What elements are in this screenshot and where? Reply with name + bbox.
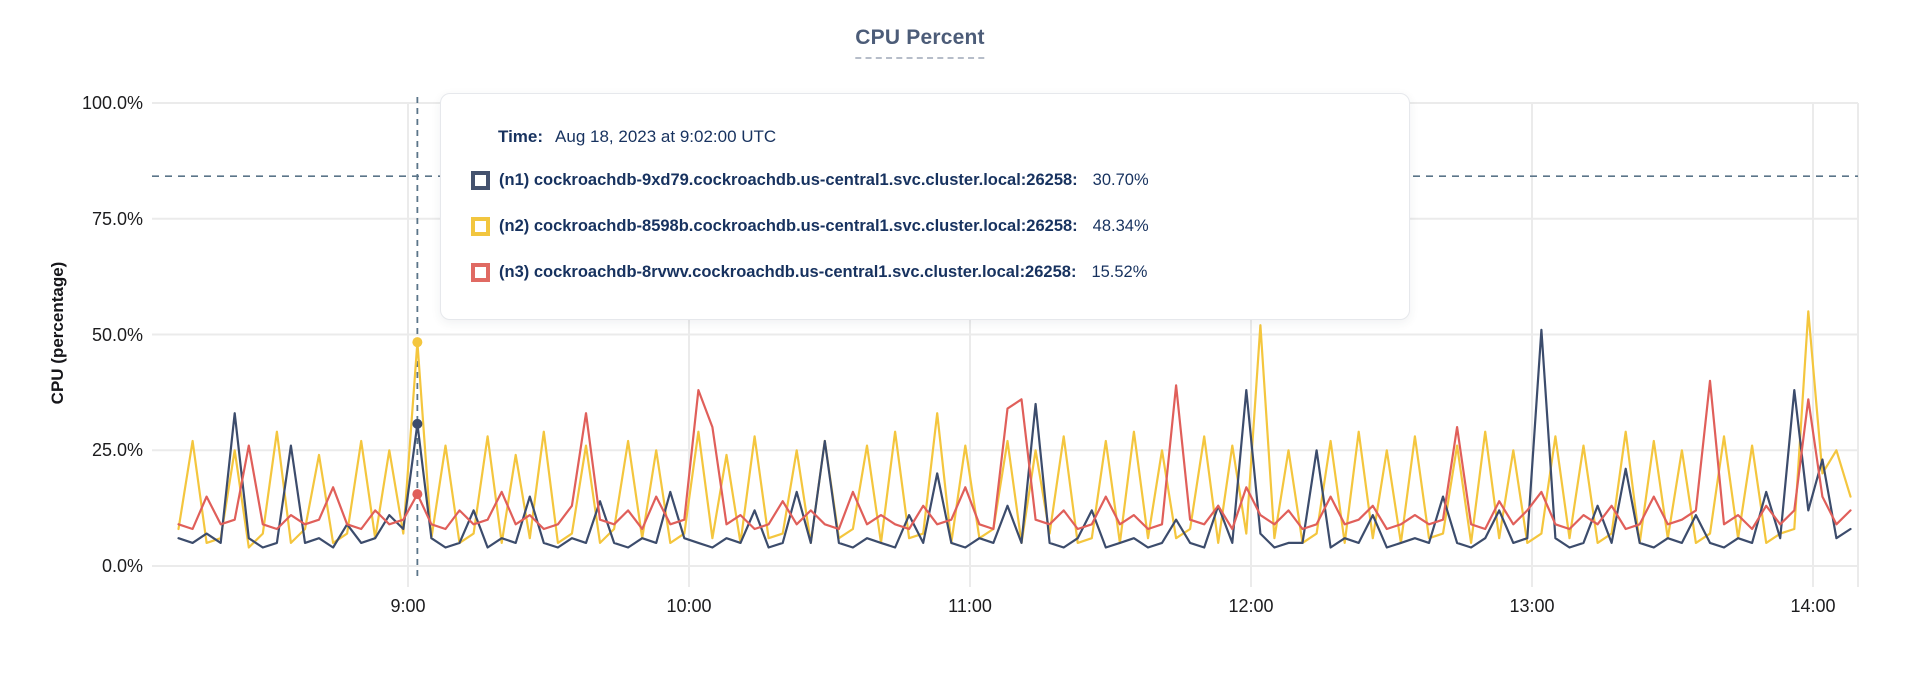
hover-tooltip: Time: Aug 18, 2023 at 9:02:00 UTC (n1) co… (440, 93, 1410, 320)
series-line-n1 (177, 328, 1852, 549)
y-tick-label: 50.0% (91, 324, 143, 345)
tooltip-time-row: Time: Aug 18, 2023 at 9:02:00 UTC (498, 127, 1379, 147)
y-tick-label: 0.0% (101, 556, 143, 576)
series-value: 15.52% (1091, 262, 1148, 281)
tooltip-time-label: Time: (498, 127, 544, 146)
tooltip-legend-row: (n1) cockroachdb-9xd79.cockroachdb.us-ce… (471, 168, 1379, 192)
series-line-n3 (177, 379, 1852, 531)
tooltip-time-value: Aug 18, 2023 at 9:02:00 UTC (555, 127, 777, 146)
series-value: 48.34% (1092, 216, 1149, 235)
series-label: (n3) cockroachdb-8rvwv.cockroachdb.us-ce… (499, 262, 1077, 281)
y-tick-label: 75.0% (91, 208, 143, 229)
tooltip-legend-row: (n2) cockroachdb-8598b.cockroachdb.us-ce… (471, 214, 1379, 238)
series-line-n2 (177, 310, 1852, 549)
hover-point-n3 (412, 489, 423, 500)
y-tick-label: 100.0% (81, 93, 143, 113)
y-tick-label: 25.0% (91, 440, 143, 461)
tooltip-legend: (n1) cockroachdb-9xd79.cockroachdb.us-ce… (471, 168, 1379, 284)
x-tick-label: 9:00 (390, 596, 426, 616)
series-swatch-icon (471, 216, 490, 236)
x-tick-label: 12:00 (1228, 596, 1274, 616)
tooltip-legend-row: (n3) cockroachdb-8rvwv.cockroachdb.us-ce… (471, 260, 1379, 284)
hover-point-n1 (412, 418, 423, 429)
x-tick-label: 14:00 (1790, 596, 1836, 616)
x-tick-label: 11:00 (948, 596, 992, 616)
series-swatch-icon (471, 170, 490, 190)
series-label: (n2) cockroachdb-8598b.cockroachdb.us-ce… (499, 216, 1078, 235)
hover-point-n2 (412, 337, 423, 348)
series-value: 30.70% (1092, 170, 1149, 189)
series-swatch-icon (471, 262, 490, 282)
chart-title: CPU Percent (855, 26, 985, 59)
x-tick-label: 13:00 (1509, 596, 1555, 616)
x-tick-label: 10:00 (666, 596, 712, 616)
series-label: (n1) cockroachdb-9xd79.cockroachdb.us-ce… (499, 170, 1078, 189)
